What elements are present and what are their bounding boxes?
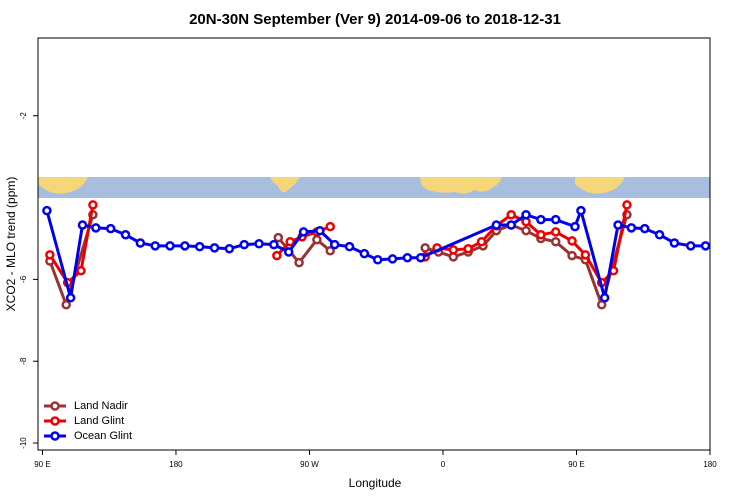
x-tick-label: 0 xyxy=(441,460,446,469)
data-point xyxy=(580,250,591,260)
x-tick-label: 90 W xyxy=(300,460,319,469)
data-point xyxy=(312,234,322,245)
legend-marker xyxy=(50,431,60,441)
data-point xyxy=(463,243,473,254)
data-point xyxy=(372,255,383,265)
data-point xyxy=(283,247,294,257)
data-point xyxy=(613,220,623,230)
data-point xyxy=(506,209,516,220)
x-axis-label: Longitude xyxy=(349,476,402,490)
data-point xyxy=(325,221,335,232)
data-point xyxy=(329,239,340,250)
series-line xyxy=(45,205,706,299)
data-point xyxy=(622,200,632,210)
data-point xyxy=(570,221,580,232)
data-point xyxy=(448,245,459,255)
data-point xyxy=(209,243,220,253)
data-point xyxy=(550,227,561,237)
data-point xyxy=(194,241,205,252)
data-point xyxy=(567,236,577,246)
data-point xyxy=(359,248,370,259)
data-point xyxy=(536,230,546,240)
data-point xyxy=(420,243,430,253)
data-point xyxy=(325,246,335,256)
legend-marker xyxy=(50,401,60,411)
data-point xyxy=(685,241,696,251)
data-point xyxy=(315,225,325,236)
data-point xyxy=(65,293,76,303)
y-tick-label: -8 xyxy=(19,357,28,365)
x-tick-label: 180 xyxy=(169,460,183,469)
data-point xyxy=(654,230,665,240)
data-point xyxy=(402,252,413,263)
y-tick-label: -10 xyxy=(19,437,28,449)
map-band xyxy=(38,177,710,198)
data-point xyxy=(120,230,131,240)
y-tick-label: -2 xyxy=(19,112,28,120)
data-point xyxy=(180,241,190,251)
legend-label: Land Glint xyxy=(74,415,124,427)
data-point xyxy=(135,238,146,248)
data-point xyxy=(491,220,502,230)
data-point xyxy=(599,293,610,303)
data-point xyxy=(298,227,309,237)
data-point xyxy=(415,252,426,263)
data-point xyxy=(45,250,55,260)
data-point xyxy=(165,241,175,251)
data-point xyxy=(239,239,249,250)
data-point xyxy=(506,220,516,230)
data-point xyxy=(76,266,86,276)
x-tick-label: 90 E xyxy=(34,460,50,469)
data-point xyxy=(521,225,531,236)
data-point xyxy=(476,236,487,247)
legend-label: Land Nadir xyxy=(74,400,128,412)
x-tick-label: 180 xyxy=(703,460,717,469)
legend-label: Ocean Glint xyxy=(74,430,132,442)
data-point xyxy=(626,223,637,233)
data-point xyxy=(91,223,101,233)
data-point xyxy=(224,243,235,254)
data-point xyxy=(344,241,355,252)
data-point xyxy=(521,209,531,220)
data-point xyxy=(273,232,284,243)
data-point xyxy=(285,236,295,247)
data-point xyxy=(254,239,264,249)
data-point xyxy=(700,241,711,251)
data-point xyxy=(42,205,52,216)
data-point xyxy=(669,238,680,248)
data-point xyxy=(294,257,304,268)
data-point xyxy=(105,223,116,234)
data-point xyxy=(150,241,160,251)
data-point xyxy=(272,250,282,261)
data-point xyxy=(639,223,650,234)
data-point xyxy=(269,239,279,250)
data-point xyxy=(567,250,577,261)
x-tick-label: 90 E xyxy=(568,460,584,469)
legend-marker xyxy=(50,416,60,426)
y-tick-label: -6 xyxy=(19,275,28,283)
data-point xyxy=(550,214,561,225)
data-point xyxy=(387,254,398,264)
data-point xyxy=(61,300,71,310)
data-point xyxy=(536,214,546,225)
data-point xyxy=(88,200,98,210)
chart-title: 20N-30N September (Ver 9) 2014-09-06 to … xyxy=(189,11,561,28)
data-point xyxy=(77,220,88,230)
y-axis-label: XCO2 - MLO trend (ppm) xyxy=(4,177,18,312)
data-point xyxy=(576,205,586,216)
data-point xyxy=(550,236,561,247)
plot-frame xyxy=(37,37,711,451)
